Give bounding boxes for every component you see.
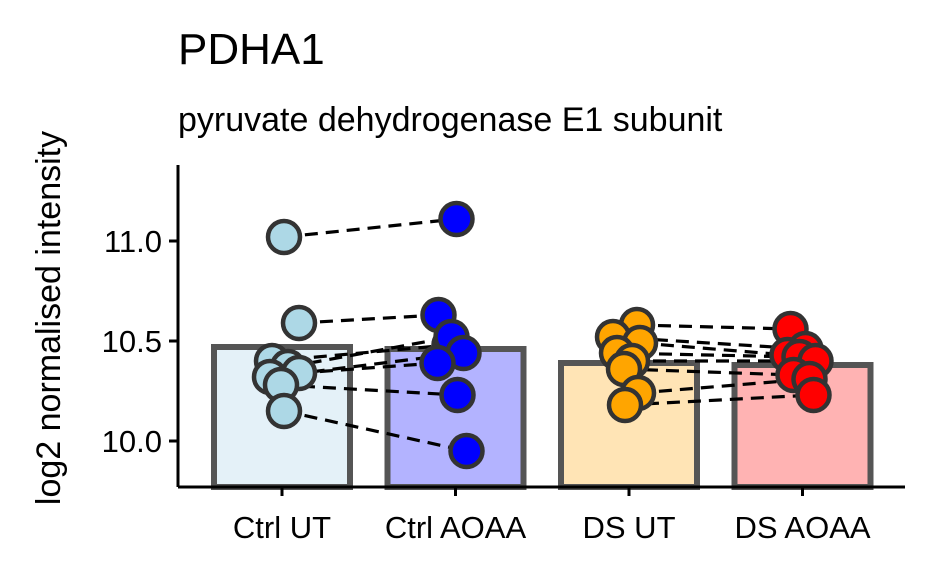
x-tick-label: DS AOAA [734,510,870,545]
x-tick-label: DS UT [583,510,676,545]
y-tick-label: 11.0 [104,224,162,259]
pair-line [639,341,788,357]
pair-line [298,313,439,325]
x-tick-label: Ctrl AOAA [385,510,527,545]
data-point [265,392,303,430]
x-tick-label: Ctrl UT [233,510,331,545]
bar-ctrl-aoaa [384,346,527,490]
data-point [795,376,832,414]
pair-line [637,377,810,395]
pair-line [636,323,791,331]
pair-line [283,409,467,453]
pair-line [623,367,794,377]
data-point [419,344,456,382]
plot-area: 10.0 10.5 11.0 Ctrl UT Ctrl AOAA DS UT DS AOAA [102,165,905,545]
data-point [265,218,303,256]
data-point [439,376,476,414]
pair-line [624,393,814,407]
chart-title: PDHA1 [178,25,325,74]
data-point [606,386,644,424]
pair-line [287,335,452,369]
y-axis-label: log2 normalised intensity [30,131,68,505]
data-point [280,304,318,342]
y-tick-label: 10.5 [102,324,162,359]
data-point [438,200,475,238]
chart-subtitle: pyruvate dehydrogenase E1 subunit [178,101,723,139]
pair-line [283,217,457,239]
pair-line [298,361,438,375]
data-point [448,432,485,470]
y-tick-label: 10.0 [102,424,162,459]
